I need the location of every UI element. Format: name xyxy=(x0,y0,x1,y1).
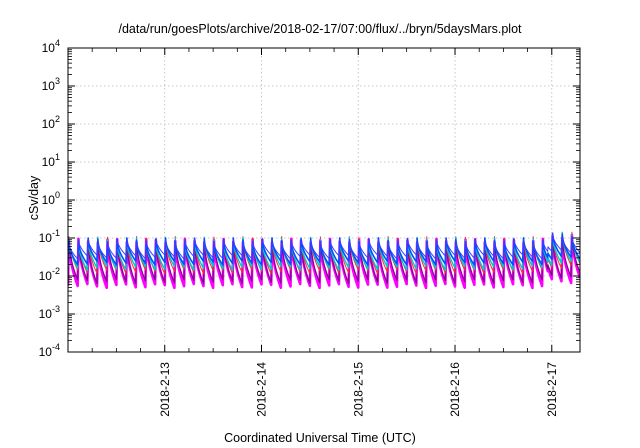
grid-lines xyxy=(68,48,580,352)
y-tick-label: 104 xyxy=(42,38,60,55)
x-tick-label: 2018-2-15 xyxy=(351,362,365,417)
y-tick-label: 10-4 xyxy=(39,342,60,359)
series-group xyxy=(68,231,580,290)
x-axis: 2018-2-13 2018-2-14 2018-2-15 2018-2-16 2018… xyxy=(91,48,559,417)
y-tick-label: 101 xyxy=(42,152,60,169)
x-tick-label: 2018-2-14 xyxy=(255,362,269,417)
y-tick-label: 10-2 xyxy=(39,266,60,283)
series-line xyxy=(68,232,580,260)
y-tick-label: 103 xyxy=(42,76,60,93)
y-axis: 10-4 10-3 10-2 10-1 100 101 102 103 104 xyxy=(39,38,580,359)
chart-title: /data/run/goesPlots/archive/2018-02-17/0… xyxy=(118,22,522,36)
y-axis-label: cSv/day xyxy=(27,175,41,221)
y-tick-label: 10-1 xyxy=(39,228,60,245)
y-tick-label: 102 xyxy=(42,114,60,131)
y-tick-label: 10-3 xyxy=(39,304,60,321)
y-tick-label: 100 xyxy=(42,190,60,207)
x-axis-label: Coordinated Universal Time (UTC) xyxy=(224,431,416,445)
x-tick-label: 2018-2-13 xyxy=(158,362,172,417)
x-tick-label: 2018-2-16 xyxy=(448,362,462,417)
x-tick-label: 2018-2-17 xyxy=(545,362,559,417)
